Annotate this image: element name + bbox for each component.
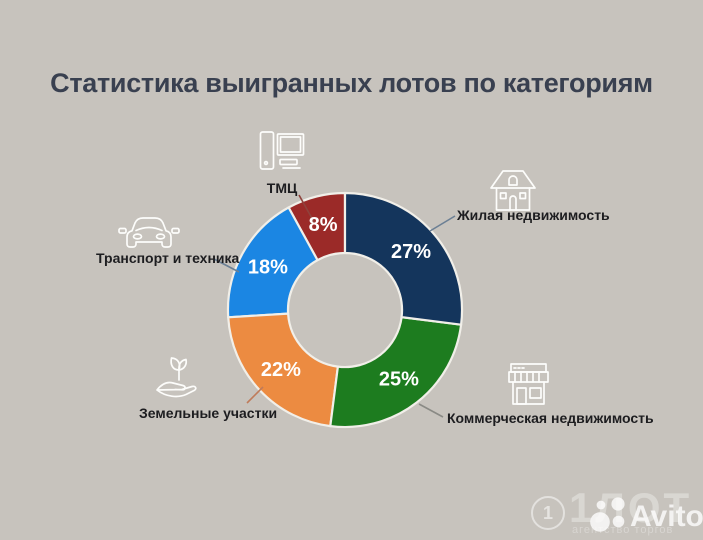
- leader-line-residential: [429, 215, 456, 232]
- avito-wordmark: Avito: [630, 500, 703, 533]
- avito-logo: Avito: [588, 494, 703, 540]
- donut-segment-0: [343, 191, 464, 326]
- label-residential: Жилая недвижимость: [457, 207, 610, 223]
- leader-line-land: [246, 386, 264, 404]
- segment-percent-4: 8%: [309, 214, 338, 236]
- lot-watermark-text: 1ЛОТ: [569, 484, 693, 531]
- computer-icon: [256, 126, 308, 178]
- segment-percent-1: 25%: [379, 369, 419, 391]
- label-tmc: ТМЦ: [266, 180, 298, 196]
- lot-watermark-number: 1: [542, 502, 553, 523]
- donut-segment-2: [227, 312, 339, 428]
- hand-plant-icon: [149, 349, 205, 401]
- donut-segment-3: [226, 206, 319, 319]
- chart-title: Статистика выигранных лотов по категория…: [50, 68, 653, 98]
- car-icon: [116, 209, 182, 257]
- lot-watermark-circle: 1: [531, 496, 565, 530]
- label-transport: Транспорт и техника: [96, 250, 240, 266]
- store-icon: [503, 359, 555, 409]
- segment-percent-0: 27%: [391, 241, 431, 263]
- leader-line-transport: [213, 258, 240, 273]
- leader-line-tmc: [298, 194, 315, 223]
- segment-percent-2: 22%: [261, 359, 301, 381]
- house-icon: [486, 166, 540, 216]
- label-commercial: Коммерческая недвижимость: [447, 410, 654, 426]
- label-land: Земельные участки: [139, 405, 278, 421]
- segment-percent-3: 18%: [248, 257, 288, 279]
- donut-segment-1: [329, 316, 463, 429]
- leader-line-commercial: [418, 403, 444, 418]
- avito-dots-icon: [590, 497, 625, 532]
